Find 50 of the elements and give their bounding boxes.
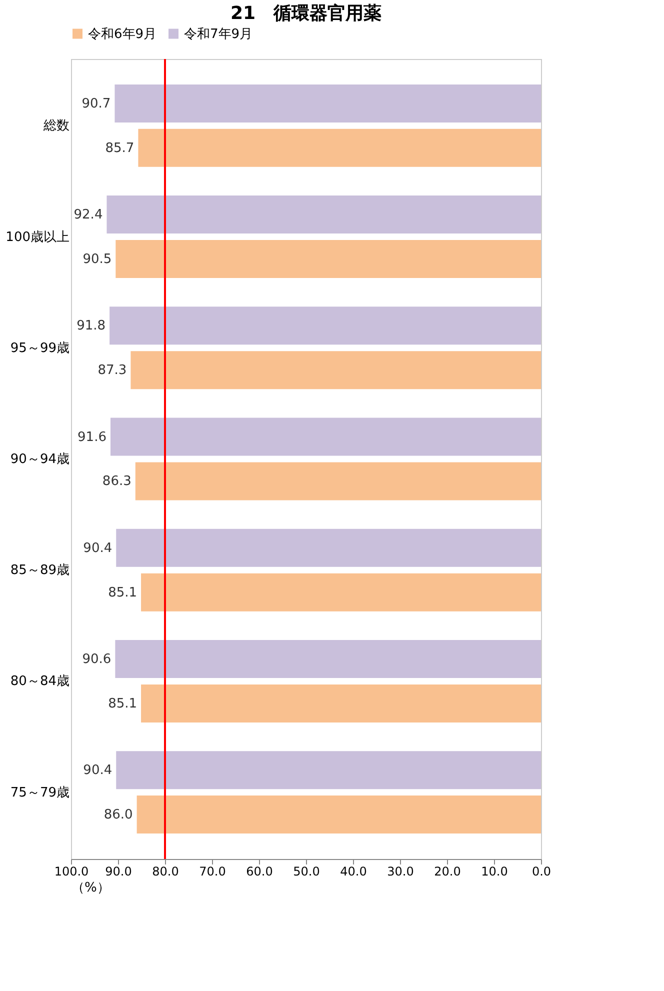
bar	[141, 684, 541, 722]
x-tick-label: 0.0	[532, 864, 552, 878]
bar	[115, 640, 541, 678]
legend-label: 令和7年9月	[184, 26, 253, 42]
chart-title: 21 循環器官用薬	[230, 3, 382, 24]
bar	[135, 462, 541, 500]
y-tick-label: 80～84歳	[10, 674, 70, 690]
bar	[110, 306, 541, 345]
bar	[130, 351, 541, 390]
data-label: 90.5	[82, 252, 112, 267]
legend-label: 令和6年9月	[88, 26, 157, 42]
bar	[136, 796, 541, 834]
y-tick-label: 90～94歳	[10, 452, 70, 467]
x-tick-label: 50.0	[293, 864, 320, 878]
bar	[116, 240, 541, 278]
y-tick-label: 総数	[42, 118, 70, 134]
data-label: 86.3	[102, 474, 132, 490]
bar	[110, 418, 541, 456]
x-tick-label: 80.0	[152, 864, 179, 878]
data-label: 90.7	[82, 96, 111, 112]
data-label: 85.1	[108, 696, 138, 712]
data-label: 90.4	[83, 540, 112, 556]
x-tick-label: 70.0	[199, 864, 226, 878]
y-tick-label: 75～79歳	[10, 785, 70, 800]
data-label: 85.1	[108, 585, 138, 600]
x-tick-label: 60.0	[246, 864, 273, 878]
data-label: 85.7	[105, 140, 134, 156]
data-label: 87.3	[98, 363, 127, 378]
bar	[114, 84, 541, 122]
data-label: 90.6	[82, 652, 112, 667]
x-tick-label: 90.0	[105, 864, 132, 878]
x-tick-label: 20.0	[434, 864, 461, 878]
x-tick-label: 100.0	[54, 864, 89, 878]
y-tick-label: 95～99歳	[10, 340, 70, 356]
y-tick-label: 85～89歳	[10, 563, 70, 578]
y-tick-label: 100歳以上	[6, 230, 70, 245]
data-label: 90.4	[83, 763, 112, 778]
bar	[141, 573, 541, 612]
bar	[116, 751, 541, 790]
data-label: 91.8	[76, 318, 106, 334]
bar	[138, 128, 541, 167]
data-label: 86.0	[104, 808, 133, 823]
x-axis-title: （%）	[72, 880, 110, 896]
data-label: 92.4	[74, 208, 103, 223]
data-label: 91.6	[78, 430, 106, 445]
bar	[106, 196, 541, 234]
bar	[116, 528, 541, 567]
x-tick-label: 30.0	[387, 864, 414, 878]
x-tick-label: 40.0	[340, 864, 367, 878]
x-tick-label: 10.0	[481, 864, 508, 878]
